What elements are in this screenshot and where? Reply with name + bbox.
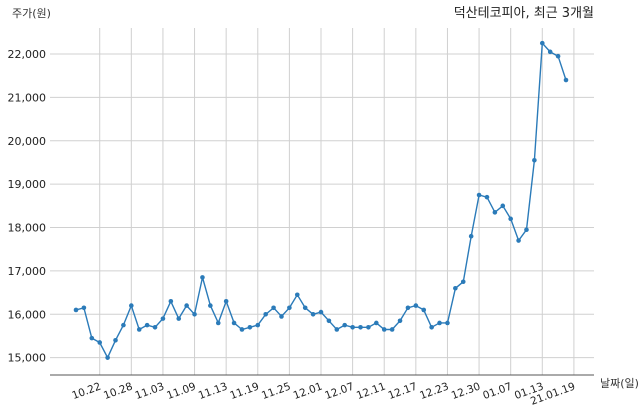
data-point	[532, 157, 537, 163]
x-tick-label: 11.25	[260, 381, 292, 403]
x-tick-label: 12.11	[355, 381, 387, 403]
y-tick-label: 17,000	[8, 265, 47, 278]
x-tick-label: 12.17	[387, 381, 419, 403]
y-tick-labels: 15,000 16,000 17,000 18,000 19,000 20,000 21,0…	[8, 48, 47, 365]
x-tick-label: 11.09	[165, 381, 197, 403]
series-group	[73, 40, 569, 360]
x-tick-label: 10.28	[102, 381, 134, 403]
data-point	[215, 320, 221, 326]
y-tick-label: 19,000	[8, 178, 47, 191]
data-point	[263, 311, 268, 317]
data-point	[160, 316, 166, 321]
y-tick-label: 18,000	[8, 222, 47, 235]
data-point	[287, 305, 292, 311]
data-point	[168, 298, 174, 304]
data-point	[294, 292, 300, 298]
data-point	[326, 318, 332, 324]
data-point	[524, 227, 529, 232]
data-point	[302, 305, 308, 311]
x-tick-label: 11.03	[134, 381, 166, 403]
data-point	[492, 210, 498, 215]
data-point	[105, 355, 110, 360]
data-point	[366, 324, 371, 330]
data-point	[176, 316, 182, 321]
data-point	[476, 192, 482, 198]
data-point	[374, 320, 379, 326]
data-point	[200, 275, 205, 280]
y-axis-title: 주가(원)	[12, 7, 51, 20]
data-point	[136, 327, 142, 332]
data-point	[413, 303, 419, 308]
x-tick-label: 12.23	[418, 381, 450, 403]
data-point	[81, 305, 87, 311]
data-point	[563, 77, 569, 83]
data-point	[555, 53, 561, 59]
data-point	[129, 303, 134, 308]
data-point	[539, 40, 545, 46]
data-point	[144, 322, 150, 328]
x-tick-label: 12.07	[323, 381, 355, 403]
data-point	[231, 320, 237, 326]
y-tick-label: 20,000	[8, 135, 47, 148]
data-point	[484, 194, 490, 200]
x-tick-labels: 10.22 10.28 11.03 11.09 11.13 11.19 11.25 12.01…	[70, 381, 577, 408]
data-point	[453, 285, 458, 291]
data-point	[247, 324, 253, 330]
data-point	[350, 324, 355, 330]
data-point	[334, 327, 340, 332]
y-tick-label: 15,000	[8, 352, 47, 365]
data-point	[429, 324, 434, 330]
data-point	[500, 203, 506, 209]
y-gridlines	[50, 53, 594, 359]
x-axis-title: 날짜(일)	[600, 376, 639, 390]
x-tick-label: 12.01	[292, 381, 324, 403]
data-point	[381, 327, 387, 332]
data-point	[468, 233, 474, 239]
data-point	[397, 318, 403, 324]
x-tick-label: 10.22	[70, 381, 102, 403]
data-point	[97, 340, 103, 345]
data-point	[421, 307, 427, 313]
data-point	[310, 311, 316, 317]
chart-title: 덕산테코피아, 최근 3개월	[454, 6, 594, 21]
y-tick-label: 22,000	[8, 48, 47, 61]
data-point	[342, 322, 348, 328]
data-point	[255, 322, 261, 328]
data-point	[437, 320, 442, 326]
y-tick-label: 16,000	[8, 308, 47, 321]
x-gridlines	[99, 28, 575, 375]
data-point	[152, 324, 158, 330]
data-point	[279, 314, 284, 319]
data-point	[184, 303, 189, 308]
data-point	[121, 322, 126, 328]
data-point	[405, 305, 411, 311]
data-point	[516, 238, 521, 243]
y-tick-label: 21,000	[8, 91, 47, 104]
data-point	[358, 324, 363, 330]
x-tick-label: 11.13	[197, 381, 229, 403]
data-point	[223, 298, 229, 304]
data-point	[192, 311, 197, 317]
data-point	[445, 320, 450, 326]
data-point	[89, 335, 95, 341]
data-point	[208, 303, 213, 308]
data-point	[271, 305, 276, 311]
data-point	[113, 338, 118, 343]
x-tick-label: 01.07	[481, 381, 513, 403]
data-point	[547, 49, 553, 55]
x-tick-label: 12.30	[450, 381, 482, 403]
data-point	[318, 309, 324, 315]
data-point	[73, 307, 79, 313]
data-point	[460, 279, 466, 285]
data-point	[239, 327, 245, 332]
data-point	[508, 216, 513, 222]
x-tick-label: 11.19	[228, 381, 260, 403]
data-point	[389, 327, 395, 332]
